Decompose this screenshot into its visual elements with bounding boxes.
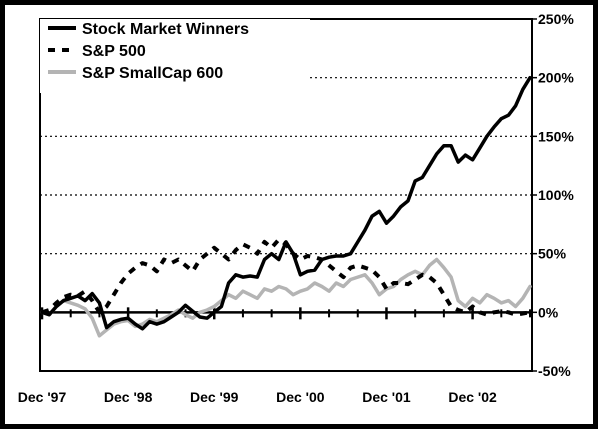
legend: Stock Market Winners S&P 500 S&P SmallCap …	[40, 19, 310, 93]
series-line-0	[40, 75, 532, 331]
y-tick-label: 50%	[538, 246, 567, 262]
legend-label-2: S&P SmallCap 600	[82, 65, 223, 82]
legend-background	[40, 19, 310, 93]
x-tick-label: Dec '01	[362, 389, 411, 405]
legend-label-0: Stock Market Winners	[82, 21, 249, 38]
y-axis-ticks: -50% 0% 50% 100% 150% 200% 250%	[532, 11, 574, 379]
y-tick-label: 250%	[538, 11, 574, 27]
y-tick-label: 150%	[538, 128, 574, 144]
series-line-2	[40, 257, 532, 338]
series-lines	[40, 75, 532, 338]
x-tick-label: Dec '97	[18, 389, 67, 405]
x-axis-ticks: Dec '97 Dec '98 Dec '99 Dec '00 Dec '01 Dec '…	[18, 307, 531, 405]
legend-label-1: S&P 500	[82, 43, 146, 60]
x-tick-label: Dec '02	[448, 389, 497, 405]
y-tick-label: 100%	[538, 187, 574, 203]
y-tick-label: 0%	[538, 304, 559, 320]
x-tick-label: Dec '00	[276, 389, 325, 405]
y-tick-label: 200%	[538, 70, 574, 86]
x-tick-label: Dec '99	[190, 389, 239, 405]
y-tick-label: -50%	[538, 363, 571, 379]
x-tick-label: Dec '98	[104, 389, 153, 405]
